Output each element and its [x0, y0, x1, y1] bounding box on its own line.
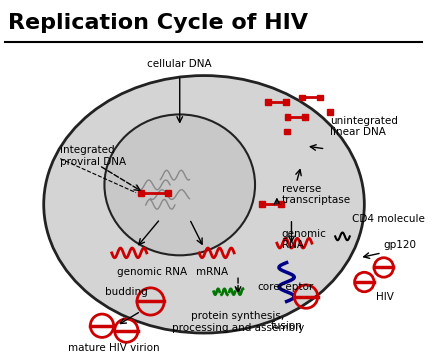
Text: genomic
RNA: genomic RNA	[281, 229, 326, 250]
Bar	[327, 109, 332, 115]
Text: unintegrated
linear DNA: unintegrated linear DNA	[329, 116, 397, 138]
Bar	[283, 129, 289, 134]
Text: HIV: HIV	[375, 292, 393, 301]
Bar	[284, 114, 290, 120]
Text: integrated
proviral DNA: integrated proviral DNA	[60, 145, 126, 166]
Bar	[165, 190, 171, 196]
Ellipse shape	[44, 75, 364, 333]
Text: cellular DNA: cellular DNA	[147, 58, 212, 69]
Text: protein synthesis,
processing and assembly: protein synthesis, processing and assemb…	[172, 311, 304, 333]
Bar	[259, 201, 265, 207]
Text: gp120: gp120	[383, 240, 416, 250]
Bar	[282, 99, 288, 105]
Text: budding: budding	[105, 287, 147, 297]
Text: Replication Cycle of HIV: Replication Cycle of HIV	[8, 13, 307, 33]
Text: reverse
transcriptase: reverse transcriptase	[281, 184, 350, 205]
Bar	[316, 95, 322, 100]
Bar	[265, 99, 270, 105]
Text: CD4 molecule: CD4 molecule	[351, 214, 424, 224]
Text: mature HIV virion: mature HIV virion	[68, 343, 159, 353]
Ellipse shape	[104, 114, 254, 255]
Text: coreceptor: coreceptor	[257, 282, 313, 292]
Bar	[299, 95, 304, 100]
Bar	[138, 190, 144, 196]
Text: mRNA: mRNA	[195, 268, 227, 278]
Text: genomic RNA: genomic RNA	[117, 268, 186, 278]
Bar	[277, 201, 283, 207]
Text: fusion: fusion	[270, 321, 302, 331]
Bar	[301, 114, 307, 120]
